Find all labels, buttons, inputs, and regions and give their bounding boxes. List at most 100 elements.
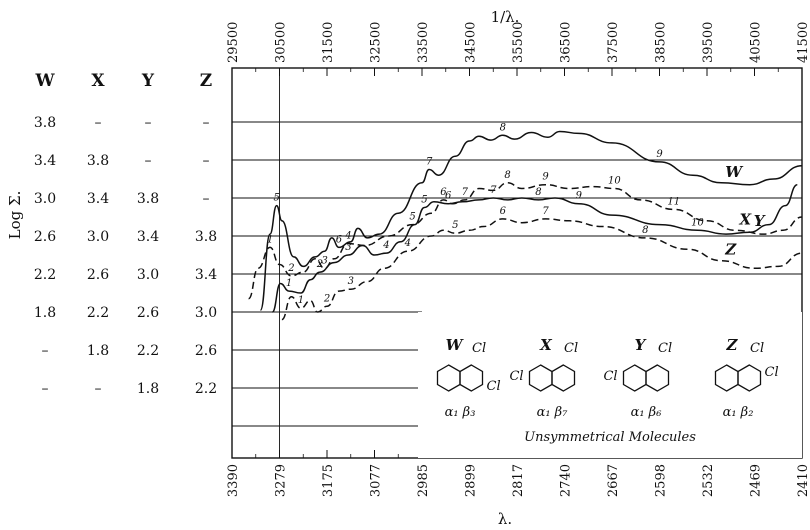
log-scale-value: – [95, 115, 102, 131]
top-axis-title: 1/λ. [491, 8, 520, 26]
log-scale-value: – [42, 343, 49, 359]
log-scale-value: – [203, 153, 210, 169]
top-tick-label: 38500 [654, 22, 669, 63]
scale-column-header: Y [141, 71, 155, 91]
peak-number: 9 [576, 191, 583, 202]
substituent-label: Cl [487, 379, 501, 394]
peak-number: 2 [287, 263, 294, 274]
bottom-tick-label: 2469 [749, 464, 764, 497]
log-scale-value: – [145, 115, 152, 131]
curve-tag-y: Y [754, 212, 766, 230]
bottom-tick-label: 2899 [464, 464, 479, 497]
ring-right [645, 364, 670, 392]
peak-number: 5 [273, 193, 279, 204]
log-scale-value: – [203, 115, 210, 131]
log-scale-value: – [42, 381, 49, 397]
scale-column-header: Z [200, 71, 212, 91]
substituent-label: Cl [603, 369, 617, 384]
substituent-label: Cl [564, 341, 578, 356]
bottom-tick-label: 3077 [369, 464, 384, 497]
substituent-label: Cl [765, 365, 779, 380]
peak-number: 4 [344, 231, 351, 242]
ring-right [737, 364, 762, 392]
bottom-tick-label: 2532 [701, 464, 716, 497]
log-scale-value: 2.6 [137, 305, 159, 321]
peak-number: 10 [691, 217, 704, 228]
label-layer: 29500 30500 31500 32500 33500 34500 35500 36500… [34, 22, 810, 497]
top-tick-label: 40500 [749, 22, 764, 63]
top-tick-label: 31500 [321, 22, 336, 63]
peak-number: 5 [421, 195, 427, 206]
log-scale-value: – [145, 153, 152, 169]
scale-column-header: X [91, 71, 105, 91]
top-tick-label: 39500 [701, 22, 716, 63]
peak-number: 10 [608, 176, 621, 187]
molecule-letter: Y [635, 336, 647, 354]
bottom-tick-label: 2598 [654, 464, 669, 497]
top-tick-label: 29500 [226, 22, 241, 63]
bottom-tick-label: 2817 [511, 464, 526, 497]
substituent-label: Cl [658, 341, 672, 356]
peak-number: 6 [500, 206, 507, 217]
top-tick-label: 32500 [369, 22, 384, 63]
bottom-tick-label: 3175 [321, 464, 336, 497]
log-scale-value: 3.0 [87, 229, 109, 245]
log-scale-value: 1.8 [87, 343, 109, 359]
log-scale-value: 2.6 [34, 229, 56, 245]
molecule-letter: Z [726, 336, 739, 354]
substituent-label: Cl [750, 341, 764, 356]
peak-number: 7 [426, 157, 433, 168]
peak-number: 7 [490, 185, 497, 196]
peak-number: 8 [642, 225, 648, 236]
log-scale-value: 3.8 [87, 153, 109, 169]
ring-right [551, 364, 576, 392]
log-scale-value: 1.8 [34, 305, 56, 321]
peak-number: 3 [345, 242, 351, 253]
bottom-tick-label: 2410 [796, 464, 810, 497]
curve-tag-w: W [725, 163, 744, 181]
bottom-tick-label: 2667 [606, 464, 621, 497]
peak-number: 7 [462, 187, 469, 198]
log-scale-value: 3.8 [34, 115, 56, 131]
peak-number: 2 [316, 259, 323, 270]
log-scale-value: 3.4 [34, 153, 56, 169]
y-axis-title: Log Σ. [6, 191, 24, 240]
top-tick-label: 37500 [606, 22, 621, 63]
position-label: α₁ β₂ [723, 405, 754, 420]
log-scale-value: 2.6 [195, 343, 217, 359]
log-scale-value: 2.2 [87, 305, 109, 321]
log-scale-value: 2.2 [34, 267, 56, 283]
peak-number: 1 [298, 295, 304, 306]
inset-caption: Unsymmetrical Molecules [524, 430, 696, 445]
curve-tag-x: X [739, 210, 753, 228]
log-scale-value: 3.0 [195, 305, 217, 321]
peak-number: 4 [382, 240, 389, 251]
ring-right [459, 364, 484, 392]
peak-number: 3 [348, 276, 354, 287]
log-scale-value: – [203, 191, 210, 207]
peak-number: 2 [323, 293, 330, 304]
peak-number: 5 [452, 220, 458, 231]
curve-z [281, 218, 802, 321]
curve-x [247, 182, 802, 300]
curve-w [259, 130, 802, 311]
position-label: α₁ β₆ [631, 405, 662, 420]
log-scale-value: 3.0 [34, 191, 56, 207]
log-scale-value: 1.8 [137, 381, 159, 397]
peak-number: 4 [404, 238, 411, 249]
substituent-label: Cl [472, 341, 486, 356]
log-scale-value: 3.8 [195, 229, 217, 245]
bottom-tick-label: 2740 [559, 464, 574, 497]
peak-number: 5 [409, 212, 415, 223]
substituent-label: Cl [509, 369, 523, 384]
position-label: α₁ β₃ [445, 405, 476, 420]
grid-layer [231, 67, 803, 459]
peak-number: 1 [267, 234, 273, 245]
peak-number: 9 [656, 149, 663, 160]
log-scale-value: 3.8 [137, 191, 159, 207]
peak-number: 8 [535, 187, 541, 198]
